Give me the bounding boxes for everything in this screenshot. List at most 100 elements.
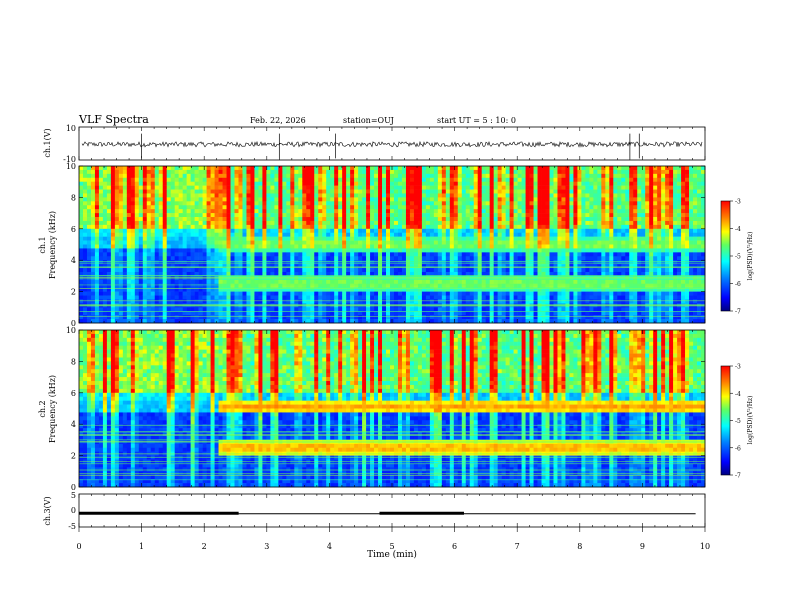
spectrogram-cell	[207, 221, 211, 225]
spectrogram-cell	[235, 190, 239, 194]
spectrogram-cell	[163, 174, 167, 178]
spectrogram-cell	[538, 217, 542, 221]
spectrogram-cell	[270, 166, 274, 170]
spectrogram-cell	[374, 315, 378, 319]
spectrogram-cell	[434, 280, 438, 284]
spectrogram-cell	[135, 296, 139, 300]
spectrogram-cell	[470, 276, 474, 280]
spectrogram-cell	[314, 174, 318, 178]
spectrogram-cell	[378, 201, 382, 205]
spectrogram-cell	[442, 237, 446, 241]
spectrogram-cell	[310, 292, 314, 296]
spectrogram-cell	[338, 280, 342, 284]
spectrogram-cell	[410, 225, 414, 229]
spectrogram-cell	[143, 256, 147, 260]
spectrogram-cell	[302, 221, 306, 225]
spectrogram-cell	[115, 225, 119, 229]
spectrogram-cell	[231, 280, 235, 284]
spectrogram-cell	[342, 201, 346, 205]
spectrogram-cell	[207, 209, 211, 213]
spectrogram-cell	[350, 186, 354, 190]
spectrogram-cell	[115, 241, 119, 245]
spectrogram-cell	[350, 201, 354, 205]
spectrogram-cell	[91, 268, 95, 272]
spectrogram-cell	[314, 217, 318, 221]
spectrogram-cell	[131, 292, 135, 296]
spectrogram-cell	[310, 241, 314, 245]
spectrogram-cell	[366, 241, 370, 245]
spectrogram-cell	[402, 252, 406, 256]
spectrogram-cell	[322, 190, 326, 194]
spectrogram-cell	[171, 182, 175, 186]
spectrogram-cell	[354, 248, 358, 252]
spectrogram-cell	[250, 201, 254, 205]
spectrogram-cell	[238, 170, 242, 174]
spectrogram-cell	[462, 284, 466, 288]
spectrogram-cell	[410, 170, 414, 174]
spectrogram-cell	[314, 292, 318, 296]
spectrogram-cell	[107, 260, 111, 264]
spectrogram-cell	[346, 178, 350, 182]
spectrogram-cell	[530, 248, 534, 252]
spectrogram-cell	[502, 296, 506, 300]
spectrogram-cell	[143, 186, 147, 190]
spectrogram-cell	[290, 299, 294, 303]
spectrogram-cell	[470, 209, 474, 213]
spectrogram-cell	[290, 307, 294, 311]
spectrogram-cell	[350, 268, 354, 272]
spectrogram-cell	[246, 170, 250, 174]
spectrogram-cell	[298, 201, 302, 205]
spectrogram-cell	[87, 252, 91, 256]
spectrogram-cell	[374, 268, 378, 272]
spectrogram-cell	[538, 256, 542, 260]
spectrogram-cell	[418, 307, 422, 311]
spectrogram-cell	[246, 166, 250, 170]
spectrogram-cell	[350, 190, 354, 194]
spectrogram-cell	[442, 315, 446, 319]
spectrogram-cell	[546, 276, 550, 280]
spectrogram-cell	[286, 248, 290, 252]
spectrogram-cell	[135, 166, 139, 170]
spectrogram-cell	[306, 182, 310, 186]
spectrogram-cell	[422, 252, 426, 256]
spectrogram-cell	[394, 260, 398, 264]
spectrogram-cell	[466, 193, 470, 197]
spectrogram-cell	[187, 205, 191, 209]
spectrogram-cell	[470, 280, 474, 284]
spectrogram-cell	[426, 217, 430, 221]
spectrogram-cell	[294, 292, 298, 296]
spectrogram-cell	[175, 170, 179, 174]
spectrogram-cell	[99, 248, 103, 252]
spectrogram-cell	[482, 221, 486, 225]
spectrogram-cell	[342, 233, 346, 237]
spectrogram-cell	[446, 315, 450, 319]
spectrogram-cell	[163, 193, 167, 197]
spectrogram-cell	[474, 178, 478, 182]
spectrogram-cell	[171, 225, 175, 229]
spectrogram-cell	[406, 307, 410, 311]
spectrogram-cell	[99, 170, 103, 174]
spectrogram-cell	[550, 209, 554, 213]
spectrogram-cell	[302, 190, 306, 194]
spectrogram-cell	[79, 245, 83, 249]
spectrogram-cell	[402, 197, 406, 201]
spectrogram-cell	[422, 276, 426, 280]
spectrogram-cell	[95, 174, 99, 178]
spectrogram-cell	[442, 225, 446, 229]
spectrogram-cell	[366, 260, 370, 264]
spectrogram-cell	[550, 280, 554, 284]
spectrogram-cell	[171, 174, 175, 178]
spectrogram-cell	[498, 229, 502, 233]
spectrogram-cell	[223, 201, 227, 205]
spectrogram-cell	[187, 201, 191, 205]
spectrogram-cell	[119, 268, 123, 272]
spectrogram-cell	[561, 280, 565, 284]
spectrogram-cell	[350, 197, 354, 201]
spectrogram-cell	[219, 209, 223, 213]
spectrogram-cell	[386, 213, 390, 217]
spectrogram-cell	[302, 205, 306, 209]
spectrogram-cell	[542, 268, 546, 272]
spectrogram-cell	[155, 193, 159, 197]
spectrogram-cell	[354, 166, 358, 170]
spectrogram-cell	[530, 182, 534, 186]
